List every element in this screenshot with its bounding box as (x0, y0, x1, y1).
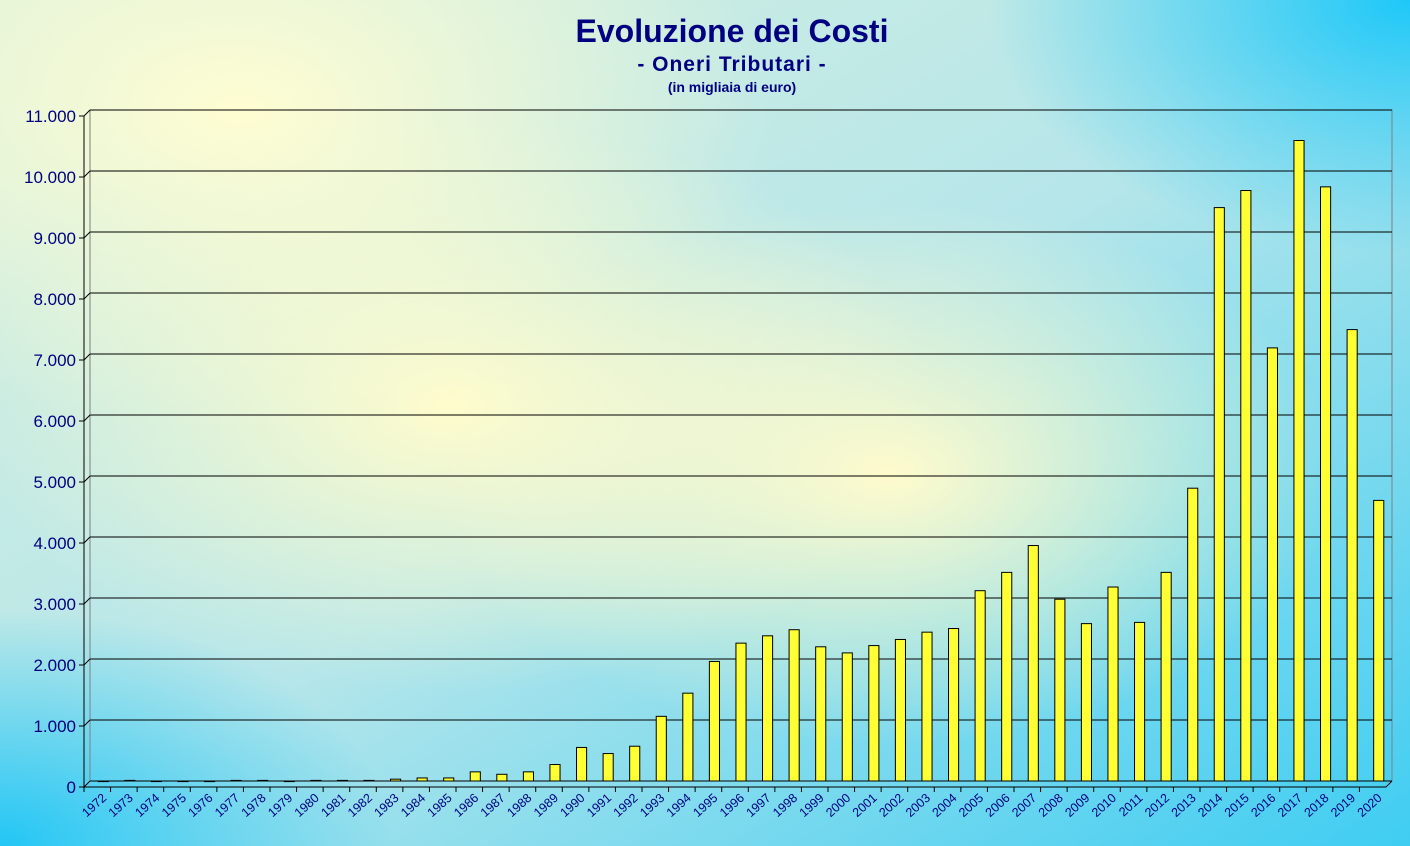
bar (336, 779, 348, 782)
grid-depth-line (83, 292, 91, 300)
bar (150, 780, 162, 783)
bar (602, 753, 614, 782)
bar (894, 638, 906, 782)
bar (230, 779, 242, 782)
bar (868, 645, 880, 782)
y-tick-label: 1.000 (33, 717, 76, 736)
grid-depth-line (83, 109, 91, 117)
bar (708, 660, 720, 782)
grid-depth-line (83, 536, 91, 544)
y-tick-label: 0 (67, 778, 76, 797)
grid-depth-line (83, 353, 91, 361)
bar (124, 779, 136, 782)
grid-depth-line (83, 170, 91, 178)
y-tick-label: 7.000 (33, 351, 76, 370)
bar (1054, 598, 1066, 782)
y-tick-label: 9.000 (33, 229, 76, 248)
bar (1293, 140, 1305, 782)
bar (204, 780, 216, 783)
y-tick-label: 5.000 (33, 473, 76, 492)
bar (549, 764, 561, 782)
bar (522, 771, 534, 782)
bar (1346, 329, 1358, 782)
bar (815, 646, 827, 782)
grid-depth-line (83, 658, 91, 666)
grid-depth-line (83, 231, 91, 239)
chart-title: Evoluzione dei Costi (576, 13, 889, 49)
bar (283, 780, 295, 783)
bar (762, 635, 774, 782)
bar (1213, 207, 1225, 782)
y-tick-label: 2.000 (33, 656, 76, 675)
bar (1320, 186, 1332, 782)
bar (655, 715, 667, 782)
chart-subtitle: - Oneri Tributari - (637, 53, 826, 76)
bar (257, 779, 269, 782)
bar (1373, 499, 1385, 782)
y-tick-label: 10.000 (24, 168, 76, 187)
bar (496, 773, 508, 782)
bar (97, 780, 109, 783)
bar (310, 779, 322, 782)
bar (1001, 571, 1013, 782)
bar (1027, 545, 1039, 782)
bar (1266, 347, 1278, 782)
bar (576, 746, 588, 782)
chart-unit-note: (in migliaia di euro) (668, 79, 796, 95)
grid-depth-line (83, 475, 91, 483)
bar (416, 777, 428, 782)
bar (363, 779, 375, 782)
bar (1160, 571, 1172, 782)
bar (974, 590, 986, 782)
y-tick-label: 8.000 (33, 290, 76, 309)
y-tick-label: 6.000 (33, 412, 76, 431)
y-tick-label: 4.000 (33, 534, 76, 553)
bar (1080, 623, 1092, 782)
plot-floor-edge (1385, 780, 1393, 788)
grid-depth-line (83, 414, 91, 422)
bar (1134, 621, 1146, 782)
grid-depth-line (83, 719, 91, 727)
bar (390, 778, 402, 782)
bar (841, 652, 853, 782)
y-tick-label: 3.000 (33, 595, 76, 614)
bar (1107, 586, 1119, 782)
bar (735, 642, 747, 782)
bar (629, 745, 641, 782)
bar (921, 631, 933, 782)
bar (1240, 190, 1252, 782)
bar (1187, 487, 1199, 782)
y-tick-label: 11.000 (25, 107, 76, 126)
bar (177, 780, 189, 783)
bar (682, 692, 694, 782)
bar (443, 777, 455, 782)
grid-depth-line (83, 597, 91, 605)
bar (469, 771, 481, 782)
bar (788, 629, 800, 782)
bar (948, 628, 960, 782)
grid-depth-line (83, 780, 91, 788)
